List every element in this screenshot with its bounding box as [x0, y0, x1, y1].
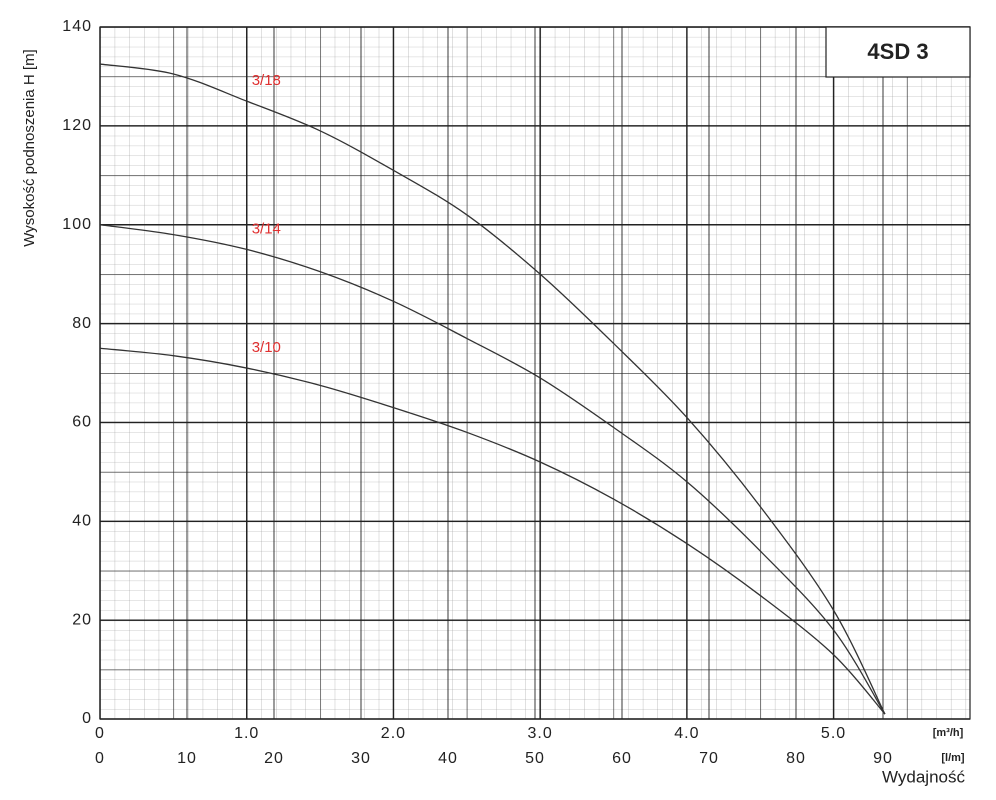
- x2-tick-label: 50: [525, 750, 545, 767]
- y-axis-label: Wysokość podnoszenia H [m]: [21, 49, 38, 246]
- x2-tick-label: 0: [95, 750, 105, 767]
- y-tick-label: 120: [62, 117, 92, 134]
- x-unit: [m³/h]: [933, 727, 964, 739]
- x2-tick-label: 30: [351, 750, 371, 767]
- x2-tick-label: 10: [177, 750, 197, 767]
- x2-tick-label: 70: [699, 750, 719, 767]
- series-label: 3/14: [252, 220, 281, 237]
- y-tick-label: 0: [82, 710, 92, 727]
- x-tick-label: 5.0: [821, 725, 846, 742]
- y-tick-label: 100: [62, 216, 92, 233]
- title-box: [825, 26, 971, 78]
- y-tick-label: 140: [62, 18, 92, 35]
- curve: [99, 224, 886, 715]
- y-tick-label: 80: [72, 315, 92, 332]
- series-label: 3/10: [252, 339, 281, 356]
- curve: [99, 347, 886, 715]
- chart-title: 4SD 3: [867, 39, 928, 64]
- x-tick-label: 3.0: [528, 725, 553, 742]
- y-tick-label: 40: [72, 513, 92, 530]
- x2-tick-label: 60: [612, 750, 632, 767]
- x-tick-label: 1.0: [234, 725, 259, 742]
- y-tick-label: 20: [72, 611, 92, 628]
- x-tick-label: 4.0: [674, 725, 699, 742]
- x2-unit: [l/m]: [941, 752, 965, 764]
- x2-tick-label: 90: [873, 750, 893, 767]
- x-tick-label: 2.0: [381, 725, 406, 742]
- x-tick-label: 0: [95, 725, 105, 742]
- curve: [99, 63, 886, 715]
- y-tick-label: 60: [72, 414, 92, 431]
- x2-tick-label: 40: [438, 750, 458, 767]
- series-label: 3/18: [252, 72, 281, 89]
- x-axis-label: Wydajność: [882, 767, 965, 786]
- x2-tick-label: 20: [264, 750, 284, 767]
- x2-tick-label: 80: [786, 750, 806, 767]
